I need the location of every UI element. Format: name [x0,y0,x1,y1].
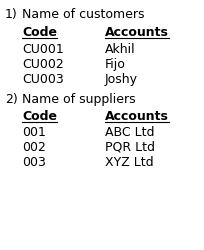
Text: 001: 001 [22,126,46,138]
Text: XYZ Ltd: XYZ Ltd [105,156,154,168]
Text: Accounts: Accounts [105,110,169,122]
Text: Accounts: Accounts [105,26,169,39]
Text: Fijo: Fijo [105,58,126,71]
Text: CU001: CU001 [22,43,64,56]
Text: 003: 003 [22,156,46,168]
Text: CU002: CU002 [22,58,64,71]
Text: Code: Code [22,110,57,122]
Text: Code: Code [22,26,57,39]
Text: Akhil: Akhil [105,43,136,56]
Text: Joshy: Joshy [105,73,138,86]
Text: PQR Ltd: PQR Ltd [105,140,155,153]
Text: Name of suppliers: Name of suppliers [22,93,136,106]
Text: 002: 002 [22,140,46,153]
Text: 1): 1) [5,8,18,21]
Text: 2): 2) [5,93,18,106]
Text: CU003: CU003 [22,73,64,86]
Text: Name of customers: Name of customers [22,8,144,21]
Text: ABC Ltd: ABC Ltd [105,126,154,138]
